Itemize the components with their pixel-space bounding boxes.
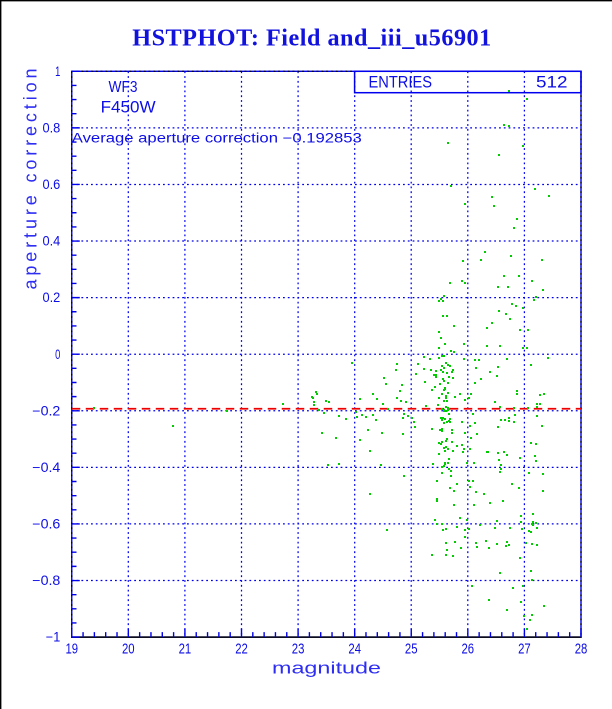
svg-text:25: 25 xyxy=(405,641,418,657)
svg-text:27: 27 xyxy=(518,641,531,657)
svg-text:22: 22 xyxy=(235,641,248,657)
svg-text:23: 23 xyxy=(292,641,305,657)
svg-text:ENTRIES: ENTRIES xyxy=(369,73,433,92)
svg-text:−0.2: −0.2 xyxy=(32,403,60,418)
svg-text:20: 20 xyxy=(122,641,135,657)
svg-text:0.6: 0.6 xyxy=(43,177,61,192)
svg-text:19: 19 xyxy=(66,641,79,657)
svg-text:−0.8: −0.8 xyxy=(32,573,60,588)
svg-text:24: 24 xyxy=(348,641,361,657)
svg-text:−0.6: −0.6 xyxy=(32,517,60,532)
svg-text:0.8: 0.8 xyxy=(43,121,61,136)
svg-text:0: 0 xyxy=(55,347,60,362)
svg-text:magnitude: magnitude xyxy=(272,660,381,678)
svg-text:−0.4: −0.4 xyxy=(32,460,61,475)
svg-text:Average aperture correction −0: Average aperture correction −0.192853 xyxy=(72,130,362,145)
svg-text:512: 512 xyxy=(536,73,568,92)
svg-text:−1: −1 xyxy=(46,630,61,645)
svg-text:F450W: F450W xyxy=(101,98,156,117)
svg-text:HSTPHOT: Field and_iii_u56901: HSTPHOT: Field and_iii_u56901 xyxy=(132,25,491,52)
svg-text:21: 21 xyxy=(179,641,192,657)
svg-text:26: 26 xyxy=(462,641,475,657)
svg-text:0.4: 0.4 xyxy=(43,234,61,249)
svg-text:28: 28 xyxy=(575,641,588,657)
svg-text:WF3: WF3 xyxy=(109,79,138,96)
svg-text:1: 1 xyxy=(55,64,60,79)
svg-text:0.2: 0.2 xyxy=(43,290,61,305)
